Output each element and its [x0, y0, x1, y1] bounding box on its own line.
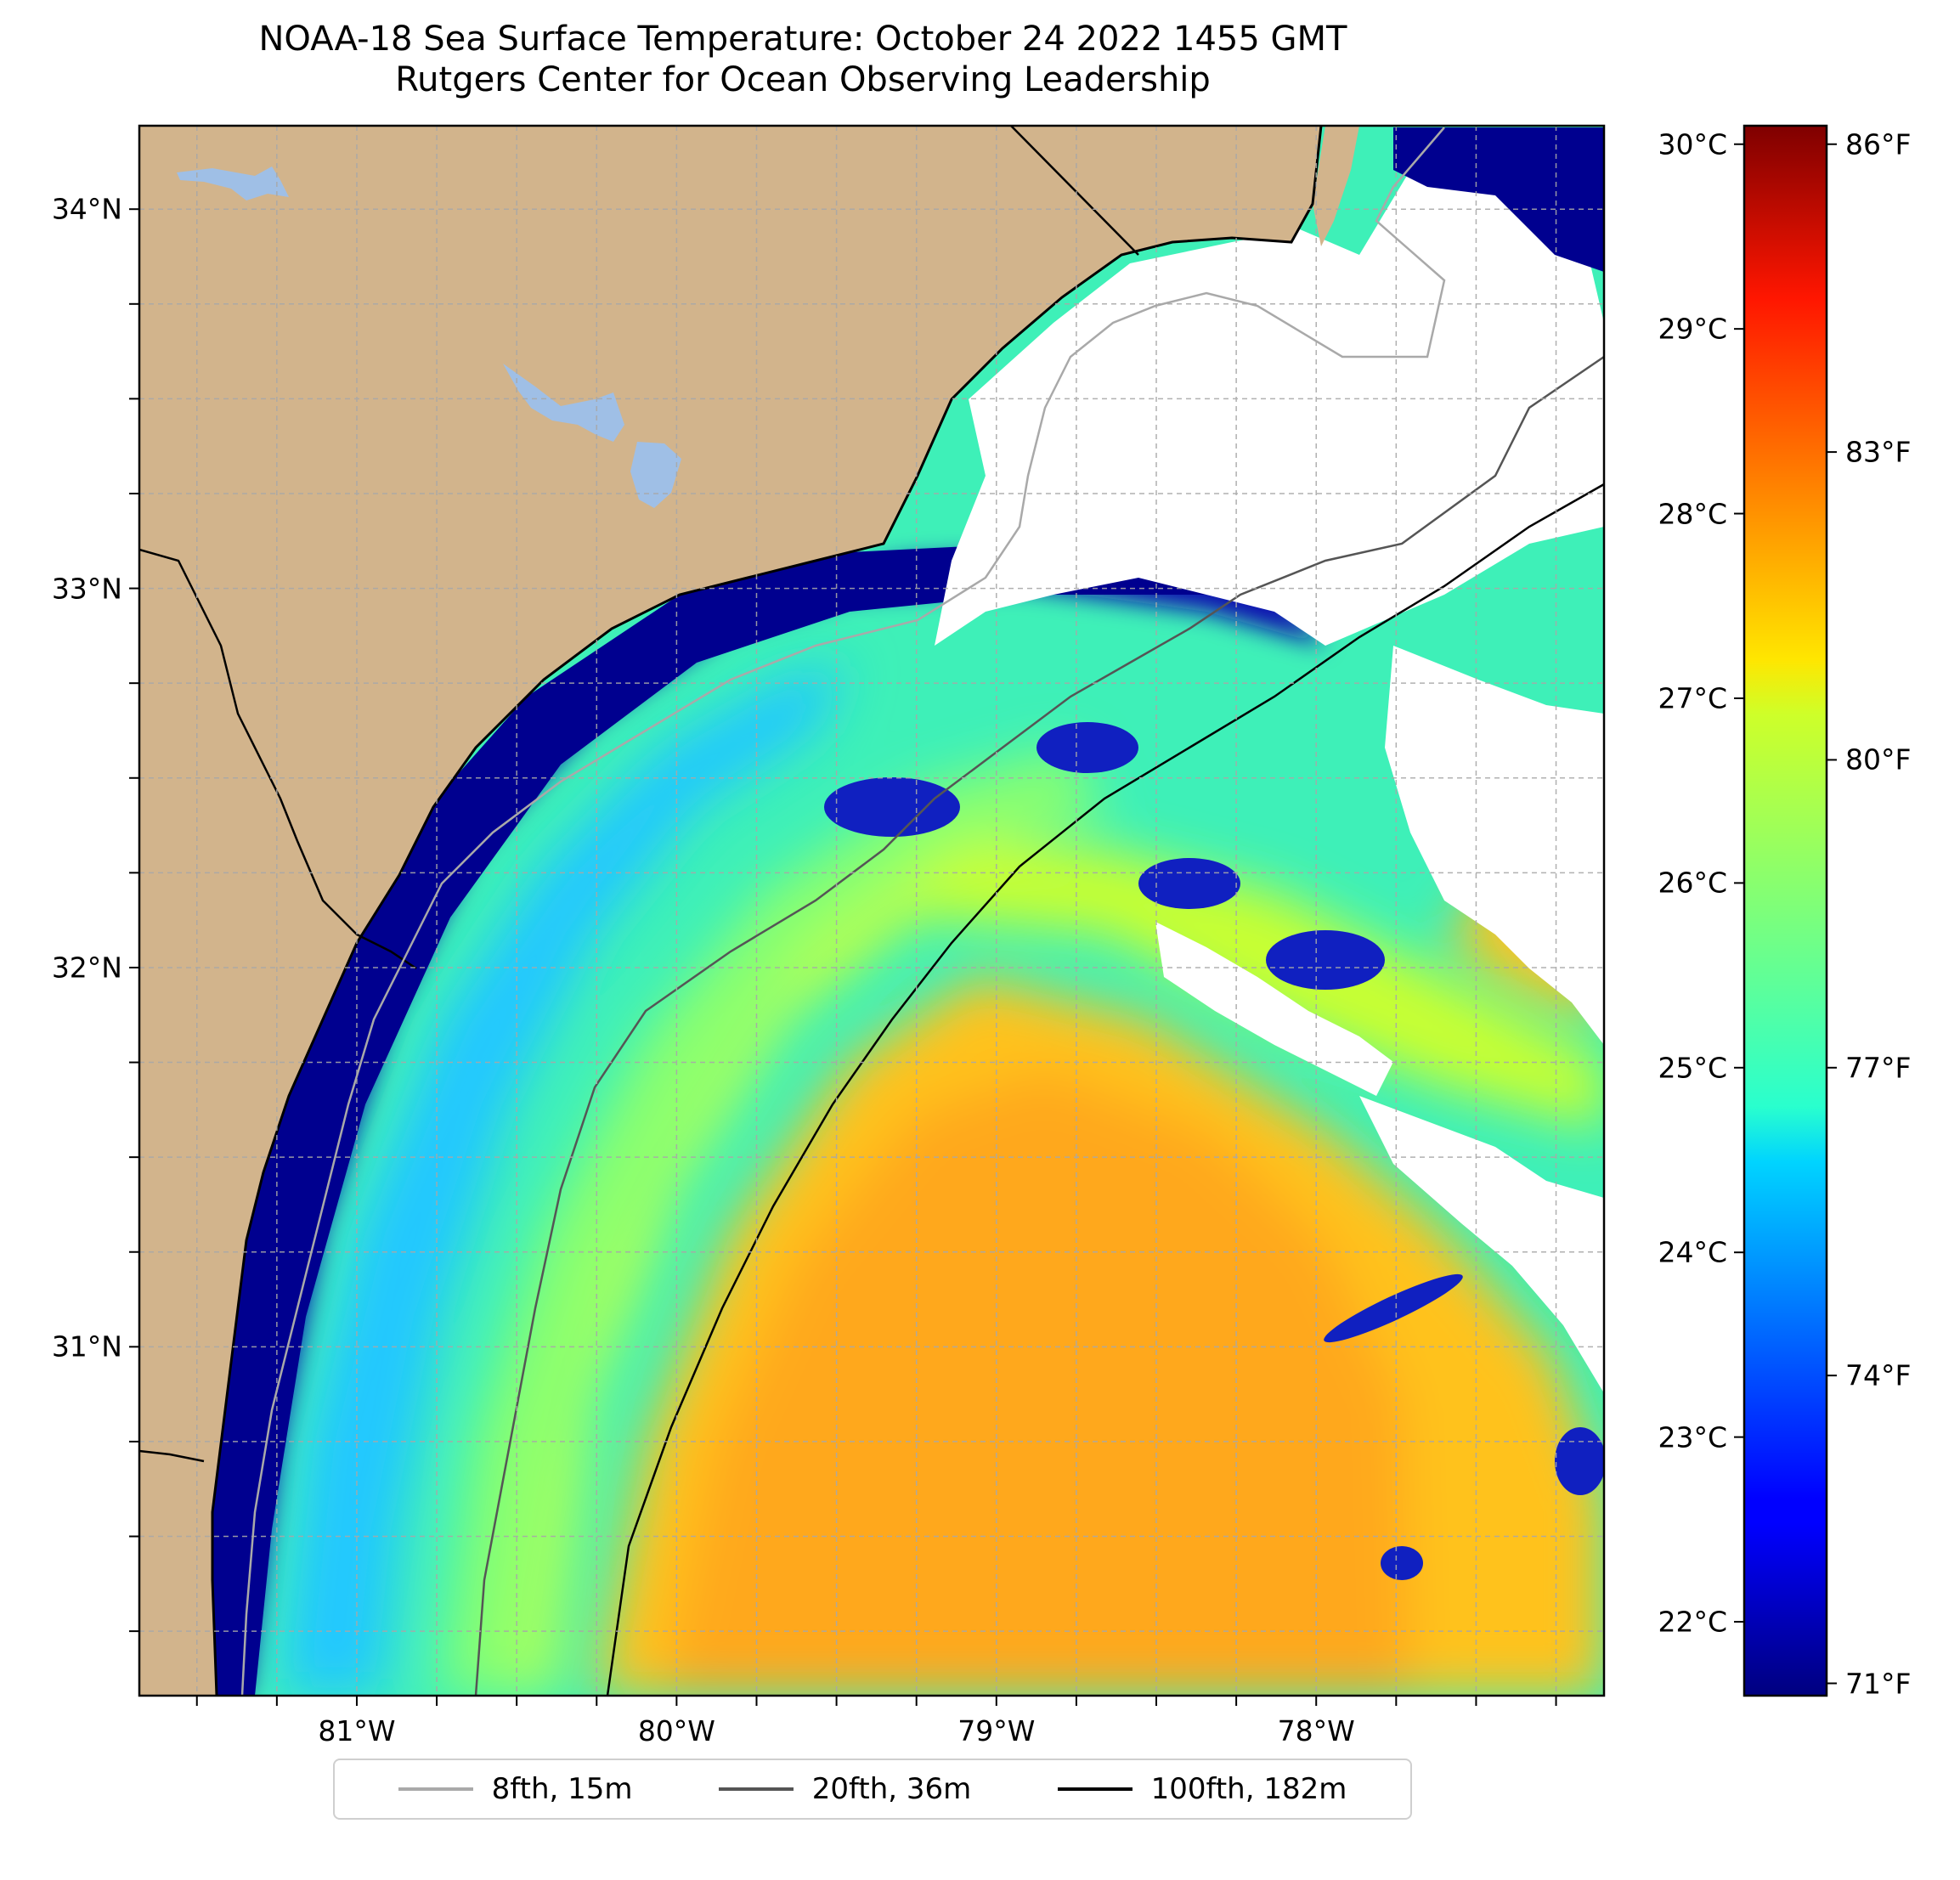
lon-tick-label: 81°W: [318, 1714, 396, 1747]
cloud-mask-east: [1385, 646, 1604, 1045]
cold-patch-northeast: [1393, 127, 1604, 272]
legend-entry-20fth: 20fth, 36m: [718, 1772, 972, 1806]
map-frame: [138, 124, 1606, 1697]
legend-label-8fth: 8fth, 15m: [491, 1772, 633, 1806]
lon-tick-label: 80°W: [637, 1714, 715, 1747]
legend-swatch-20fth: [718, 1787, 794, 1791]
lat-tick-label: 33°N: [51, 572, 122, 606]
legend-swatch-100fth: [1057, 1787, 1133, 1791]
colorbar-fahrenheit-label: 71°F: [1845, 1667, 1912, 1700]
colorbar-celsius-label: 26°C: [1658, 866, 1727, 900]
isobath-8fth: [240, 127, 1446, 1696]
lat-tick-label: 31°N: [51, 1330, 122, 1363]
land-barrier-island: [1313, 126, 1359, 246]
lat-tick-label: 34°N: [51, 192, 122, 226]
figure-title-line-2: Rutgers Center for Ocean Observing Leade…: [395, 60, 1211, 99]
colorbar-celsius-label: 30°C: [1658, 127, 1727, 161]
coastline: [211, 126, 1323, 1696]
isobath-legend: 8fth, 15m 20fth, 36m 100fth, 182m: [333, 1759, 1412, 1820]
isobath-100fth: [606, 483, 1604, 1696]
colorbar-celsius-label: 25°C: [1658, 1051, 1727, 1085]
colorbar-fahrenheit-label: 77°F: [1845, 1051, 1912, 1085]
cloud-mask-southeast: [1359, 1096, 1604, 1393]
legend-swatch-8fth: [398, 1787, 473, 1791]
legend-label-100fth: 100fth, 182m: [1150, 1772, 1347, 1806]
lake-moultrie: [630, 442, 681, 508]
legend-entry-8fth: 8fth, 15m: [398, 1772, 633, 1806]
cloud-mask-streak: [1155, 922, 1393, 1096]
coldest-coastal-water: [139, 544, 1274, 1696]
figure-title-line-1: NOAA-18 Sea Surface Temperature: October…: [258, 20, 1347, 59]
state-boundary-ga-fl: [139, 1449, 205, 1463]
lon-tick-label: 79°W: [957, 1714, 1036, 1747]
lat-tick-label: 32°N: [51, 951, 122, 985]
colorbar-fahrenheit-label: 74°F: [1845, 1358, 1912, 1392]
colorbar-celsius-label: 22°C: [1658, 1605, 1727, 1639]
colorbar-fahrenheit-label: 83°F: [1845, 435, 1912, 469]
state-boundary-sc-ga: [139, 548, 417, 970]
legend-label-20fth: 20fth, 36m: [811, 1772, 972, 1806]
colorbar-celsius-label: 24°C: [1658, 1235, 1727, 1269]
colorbar-celsius-label: 23°C: [1658, 1420, 1727, 1454]
legend-entry-100fth: 100fth, 182m: [1057, 1772, 1347, 1806]
lon-tick-label: 78°W: [1277, 1714, 1355, 1747]
sst-field-shading: [280, 663, 1604, 1696]
colorbar-fahrenheit-label: 80°F: [1845, 742, 1912, 776]
colorbar: [1743, 124, 1828, 1697]
colorbar-fahrenheit-label: 86°F: [1845, 127, 1912, 161]
cloud-mask-northeast: [935, 170, 1604, 646]
lake-north: [177, 167, 289, 200]
isobath-20fth: [474, 355, 1604, 1696]
colorbar-celsius-label: 27°C: [1658, 681, 1727, 715]
land-mainland: [139, 126, 1321, 1696]
state-boundary-nc-sc: [1010, 126, 1139, 256]
colorbar-celsius-label: 29°C: [1658, 312, 1727, 346]
lake-marion: [503, 364, 624, 442]
colorbar-celsius-label: 28°C: [1658, 497, 1727, 531]
map-plot-area: [139, 126, 1604, 1696]
